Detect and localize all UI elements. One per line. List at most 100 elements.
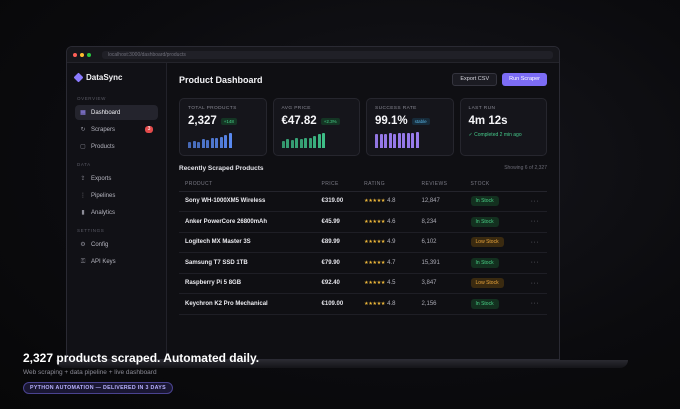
stat-value: 99.1%	[375, 115, 408, 127]
rating-cell: ★★★★★ 4.9	[358, 232, 416, 253]
table-row[interactable]: Raspberry Pi 5 8GB €92.40 ★★★★★ 4.5 3,847 Low…	[179, 273, 547, 294]
stat-card-last-run: LAST RUN 4m 12s ✓ Completed 2 min ago	[459, 98, 547, 156]
stock-status-badge: Low Stock	[470, 278, 504, 289]
export-csv-button[interactable]: Export CSV	[452, 73, 498, 86]
sidebar-item-dashboard[interactable]: ▦ Dashboard	[75, 105, 158, 120]
price-cell: €92.40	[315, 273, 359, 294]
sparkline-chart	[188, 132, 258, 148]
stock-cell: In Stock	[464, 252, 525, 274]
stat-label: TOTAL PRODUCTS	[188, 106, 237, 111]
sparkline-bar	[411, 132, 414, 148]
sidebar-item-pipelines[interactable]: ⋮ Pipelines	[75, 188, 158, 203]
row-actions-cell: ···	[524, 211, 547, 233]
sparkline-bar	[384, 133, 387, 148]
more-options-icon[interactable]: ···	[530, 259, 540, 267]
sparkline-bar	[286, 139, 289, 148]
more-options-icon[interactable]: ···	[530, 279, 540, 287]
sidebar-item-scrapers[interactable]: ↻ Scrapers 3	[75, 122, 158, 137]
sidebar-item-analytics[interactable]: ▮ Analytics	[75, 205, 158, 220]
laptop-screen: localhost:3000/dashboard/products DataSy…	[66, 46, 560, 360]
notification-badge: 3	[145, 126, 153, 133]
sparkline-bar	[188, 142, 191, 148]
sidebar-item-config[interactable]: ⚙ Config	[75, 237, 158, 252]
sparkline-bar	[322, 132, 325, 148]
column-header-product[interactable]: PRODUCT	[179, 178, 316, 192]
stat-delta-badge: +148	[220, 117, 237, 125]
address-bar[interactable]: localhost:3000/dashboard/products	[102, 50, 553, 59]
row-actions-cell: ···	[524, 273, 547, 294]
stat-value: 4m 12s	[468, 115, 508, 127]
laptop-base	[56, 360, 628, 368]
column-header-reviews[interactable]: REVIEWS	[415, 178, 465, 192]
star-rating-icon: ★★★★★	[364, 300, 386, 307]
products-table: PRODUCT PRICE RATING REVIEWS STOCK Sony WH-1…	[179, 178, 547, 315]
table-row[interactable]: Anker PowerCore 26800mAh €45.99 ★★★★★ 4.6 8,…	[179, 211, 547, 233]
close-window-dot[interactable]	[73, 52, 77, 57]
topbar: Product Dashboard Export CSV Run Scraper	[179, 73, 547, 86]
star-rating-icon: ★★★★★	[364, 239, 386, 246]
more-options-icon[interactable]: ···	[530, 300, 540, 308]
sidebar-item-products[interactable]: ▢ Products	[75, 139, 158, 154]
reviews-cell: 12,847	[415, 191, 465, 212]
stock-status-badge: In Stock	[470, 257, 499, 268]
stat-cards: TOTAL PRODUCTS 2,327 +148 AVG PRICE €47.82 +2…	[179, 98, 547, 156]
star-rating-icon: ★★★★★	[364, 280, 386, 287]
column-header-price[interactable]: PRICE	[315, 178, 359, 192]
maximize-window-dot[interactable]	[87, 52, 91, 57]
row-actions-cell: ···	[524, 293, 547, 315]
more-options-icon[interactable]: ···	[530, 218, 540, 226]
sparkline-bar	[219, 136, 223, 148]
column-header-stock[interactable]: STOCK	[464, 178, 525, 192]
box-icon: ▢	[80, 143, 86, 150]
main-content: Product Dashboard Export CSV Run Scraper…	[167, 63, 559, 359]
stat-delta-badge: +2.3%	[320, 117, 340, 125]
table-body: Sony WH-1000XM5 Wireless €319.00 ★★★★★ 4.8 1…	[179, 191, 547, 315]
stat-label: AVG PRICE	[281, 106, 311, 111]
table-row[interactable]: Keychron K2 Pro Mechanical €109.00 ★★★★★ 4.…	[179, 293, 547, 315]
sidebar-item-label: Scrapers	[91, 126, 116, 133]
minimize-window-dot[interactable]	[80, 52, 84, 57]
grid-icon: ▦	[80, 109, 86, 116]
brand-logo[interactable]: DataSync	[73, 72, 158, 83]
sidebar-item-exports[interactable]: ⇪ Exports	[75, 171, 158, 186]
sidebar-item-api-keys[interactable]: ⚿ API Keys	[75, 254, 158, 269]
reviews-cell: 2,156	[415, 293, 465, 315]
sidebar-section-label: OVERVIEW	[77, 96, 106, 101]
sidebar-item-label: Products	[91, 143, 115, 150]
export-icon: ⇪	[80, 175, 86, 182]
sparkline-bar	[375, 134, 378, 148]
sparkline-bar	[379, 133, 383, 148]
browser-bar: localhost:3000/dashboard/products	[67, 47, 559, 63]
product-name-cell: Logitech MX Master 3S	[179, 232, 316, 253]
gear-icon: ⚙	[80, 241, 86, 248]
more-options-icon[interactable]: ···	[530, 197, 540, 205]
price-cell: €89.99	[315, 232, 359, 253]
table-row[interactable]: Samsung T7 SSD 1TB €79.90 ★★★★★ 4.7 15,391 In…	[179, 252, 547, 274]
sidebar-item-label: Pipelines	[91, 192, 116, 199]
stat-value-row: 4m 12s	[469, 115, 539, 127]
price-cell: €79.90	[315, 252, 359, 274]
row-actions-cell: ···	[524, 232, 547, 253]
star-rating-icon: ★★★★★	[364, 259, 386, 266]
pipeline-icon: ⋮	[80, 192, 86, 199]
table-title: Recently Scraped Products	[179, 165, 264, 172]
sparkline-bar	[228, 132, 232, 148]
promo-subline: Web scraping + data pipeline + live dash…	[23, 369, 157, 376]
table-row[interactable]: Sony WH-1000XM5 Wireless €319.00 ★★★★★ 4.8 1…	[179, 191, 547, 212]
reviews-cell: 3,847	[415, 273, 465, 294]
rating-value: 4.7	[387, 259, 396, 266]
stat-card-avg-price: AVG PRICE €47.82 +2.3%	[272, 98, 360, 156]
promo-tag: PYTHON AUTOMATION — DELIVERED IN 3 DAYS	[23, 382, 173, 394]
table-row[interactable]: Logitech MX Master 3S €89.99 ★★★★★ 4.9 6,102…	[179, 232, 547, 253]
price-cell: €319.00	[315, 191, 359, 212]
brand-name: DataSync	[86, 73, 123, 82]
star-rating-icon: ★★★★★	[364, 198, 386, 205]
run-scraper-button[interactable]: Run Scraper	[502, 73, 547, 86]
column-header-rating[interactable]: RATING	[358, 178, 416, 192]
sparkline-bar	[224, 135, 227, 148]
product-name-cell: Samsung T7 SSD 1TB	[179, 252, 316, 274]
price-cell: €109.00	[315, 293, 359, 315]
more-options-icon[interactable]: ···	[530, 238, 540, 246]
sparkline-bar	[402, 133, 405, 148]
sparkline-bar	[313, 136, 316, 148]
